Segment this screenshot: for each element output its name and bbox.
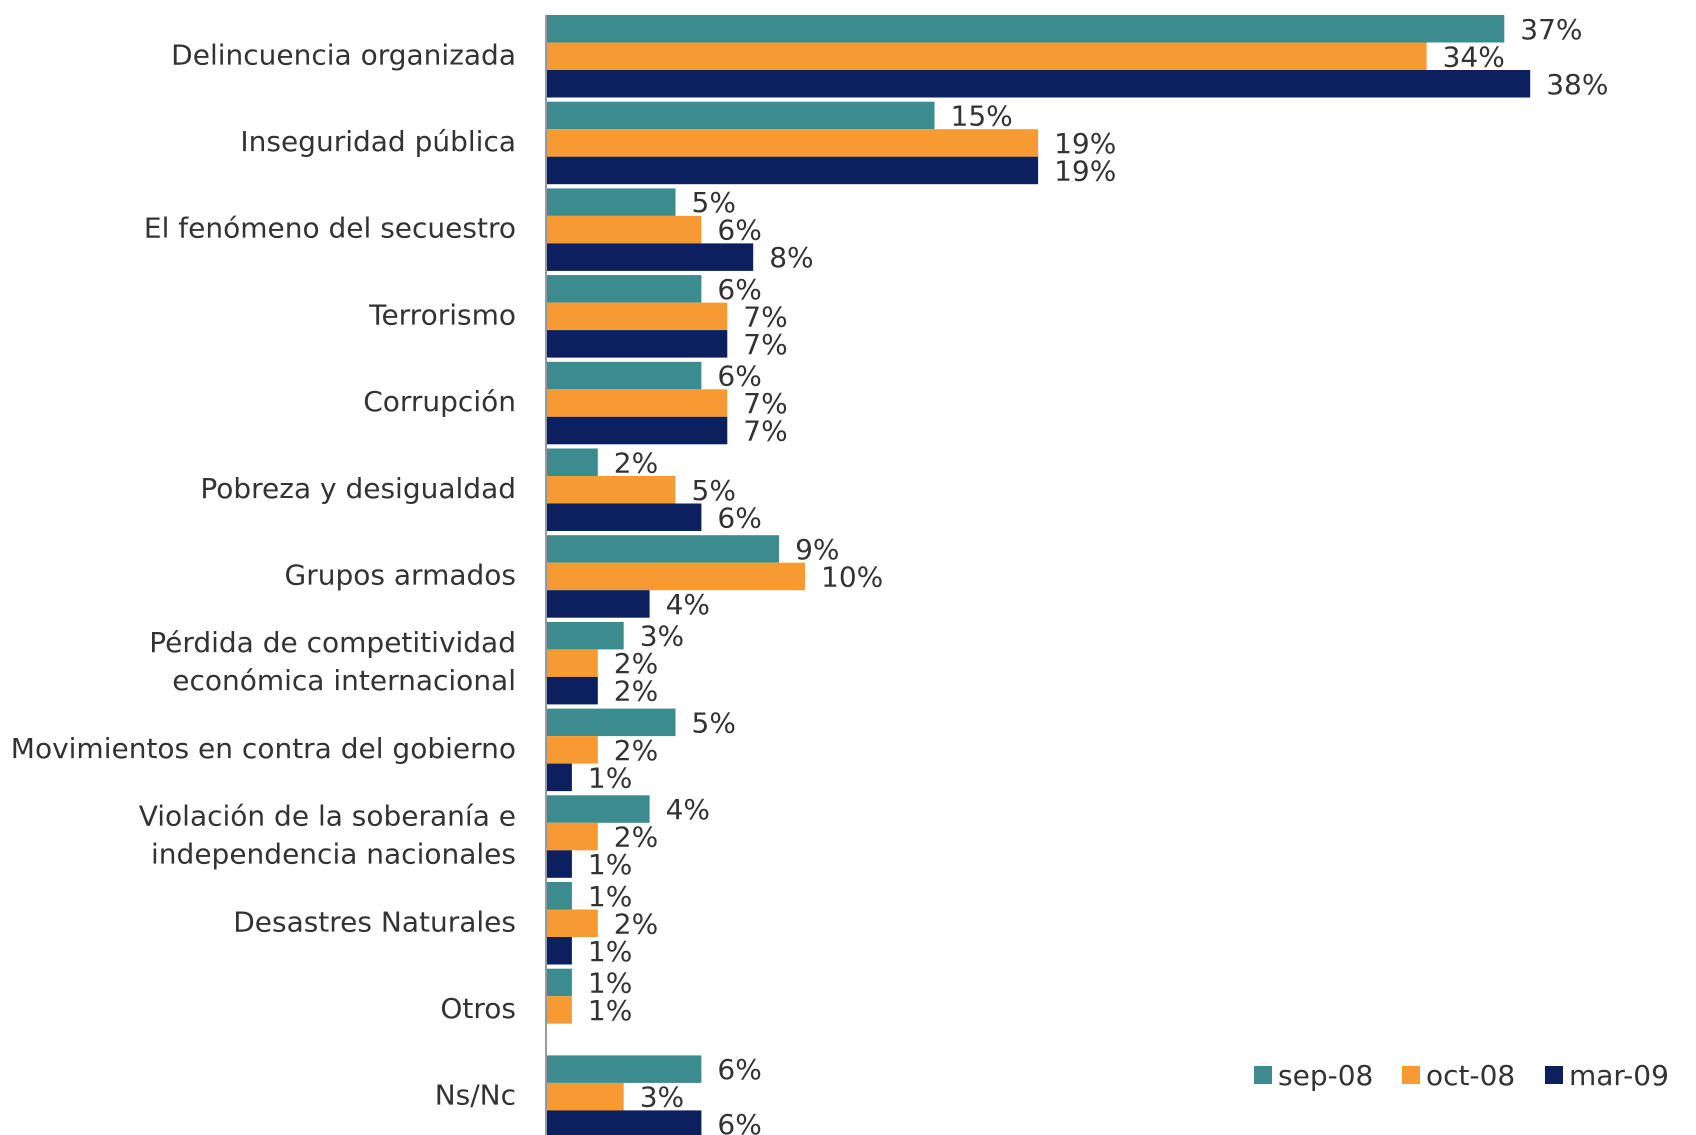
bar <box>546 156 1039 185</box>
value-label: 2% <box>614 446 658 479</box>
value-label: 1% <box>588 761 632 794</box>
legend-label: sep-08 <box>1278 1059 1373 1092</box>
category-label: Pobreza y desigualdad <box>200 472 516 505</box>
category-label: Movimientos en contra del gobierno <box>11 732 516 765</box>
category-label: Terrorismo <box>368 298 516 331</box>
legend-label: oct-08 <box>1426 1059 1515 1092</box>
value-label: 7% <box>743 300 787 333</box>
value-label: 6% <box>717 1108 761 1135</box>
bar <box>546 42 1427 70</box>
category-label: Grupos armados <box>285 558 516 591</box>
bar <box>546 850 572 878</box>
value-label: 7% <box>743 387 787 420</box>
value-label: 19% <box>1054 127 1116 160</box>
bar <box>546 968 572 997</box>
value-label: 5% <box>692 706 736 739</box>
value-label: 4% <box>666 793 710 826</box>
bar <box>546 243 754 271</box>
value-label: 6% <box>717 1053 761 1086</box>
bar <box>546 416 728 445</box>
bar <box>546 1110 702 1135</box>
value-label: 34% <box>1443 40 1505 73</box>
value-label: 6% <box>717 360 761 393</box>
bar <box>546 676 598 705</box>
value-label: 6% <box>717 273 761 306</box>
bar <box>546 1082 624 1111</box>
bar <box>546 621 624 650</box>
value-label: 5% <box>692 186 736 219</box>
value-label: 2% <box>614 647 658 680</box>
bar <box>546 101 935 130</box>
value-label: 8% <box>769 241 813 274</box>
value-label: 10% <box>821 560 883 593</box>
bar <box>546 448 598 476</box>
bar <box>546 909 598 937</box>
bar <box>546 937 572 965</box>
category-label: Inseguridad pública <box>240 125 516 158</box>
bar <box>546 822 598 851</box>
bar <box>546 275 702 303</box>
value-label: 3% <box>640 1081 684 1114</box>
bar <box>546 70 1531 98</box>
value-label: 3% <box>640 620 684 653</box>
legend-label: mar-09 <box>1569 1059 1669 1092</box>
legend-swatch <box>1254 1066 1272 1084</box>
value-label: 4% <box>666 588 710 621</box>
value-label: 9% <box>795 533 839 566</box>
value-label: 5% <box>692 474 736 507</box>
value-label: 1% <box>588 848 632 881</box>
bar <box>546 361 702 390</box>
value-label: 2% <box>614 821 658 854</box>
bar <box>546 188 676 216</box>
value-label: 37% <box>1520 13 1582 46</box>
bar <box>546 562 805 591</box>
category-label: Corrupción <box>363 385 516 418</box>
bar <box>546 129 1039 157</box>
value-label: 6% <box>717 214 761 247</box>
value-label: 2% <box>614 675 658 708</box>
bar <box>546 476 676 504</box>
category-label: El fenómeno del secuestro <box>144 212 516 245</box>
bar <box>546 736 598 764</box>
category-label: Desastres Naturales <box>233 905 516 938</box>
value-label: 1% <box>588 966 632 999</box>
bar <box>546 302 728 331</box>
value-label: 1% <box>588 994 632 1027</box>
value-label: 1% <box>588 880 632 913</box>
bar <box>546 763 572 792</box>
value-label: 15% <box>951 99 1013 132</box>
value-label: 2% <box>614 734 658 767</box>
category-label: Violación de la soberanía e independencia… <box>139 800 516 871</box>
bar <box>546 590 650 618</box>
bar <box>546 535 780 563</box>
bar <box>546 215 702 244</box>
bar <box>546 503 702 531</box>
category-label: Delincuencia organizada <box>171 38 516 71</box>
bar <box>546 996 572 1024</box>
legend-swatch <box>1402 1066 1420 1084</box>
value-label: 1% <box>588 935 632 968</box>
bar <box>546 649 598 677</box>
value-label: 2% <box>614 907 658 940</box>
value-label: 7% <box>743 328 787 361</box>
value-label: 19% <box>1054 154 1116 187</box>
category-label: Ns/Nc <box>435 1079 516 1112</box>
bar <box>546 708 676 737</box>
category-label: Pérdida de competitividad económica inter… <box>149 626 516 697</box>
bar <box>546 15 1505 43</box>
category-label: Otros <box>440 992 516 1025</box>
value-label: 7% <box>743 415 787 448</box>
value-label: 6% <box>717 501 761 534</box>
bar <box>546 330 728 358</box>
bar <box>546 882 572 910</box>
value-label: 38% <box>1546 68 1608 101</box>
bar <box>546 1055 702 1083</box>
bar <box>546 389 728 417</box>
legend-swatch <box>1545 1066 1563 1084</box>
bar <box>546 795 650 823</box>
